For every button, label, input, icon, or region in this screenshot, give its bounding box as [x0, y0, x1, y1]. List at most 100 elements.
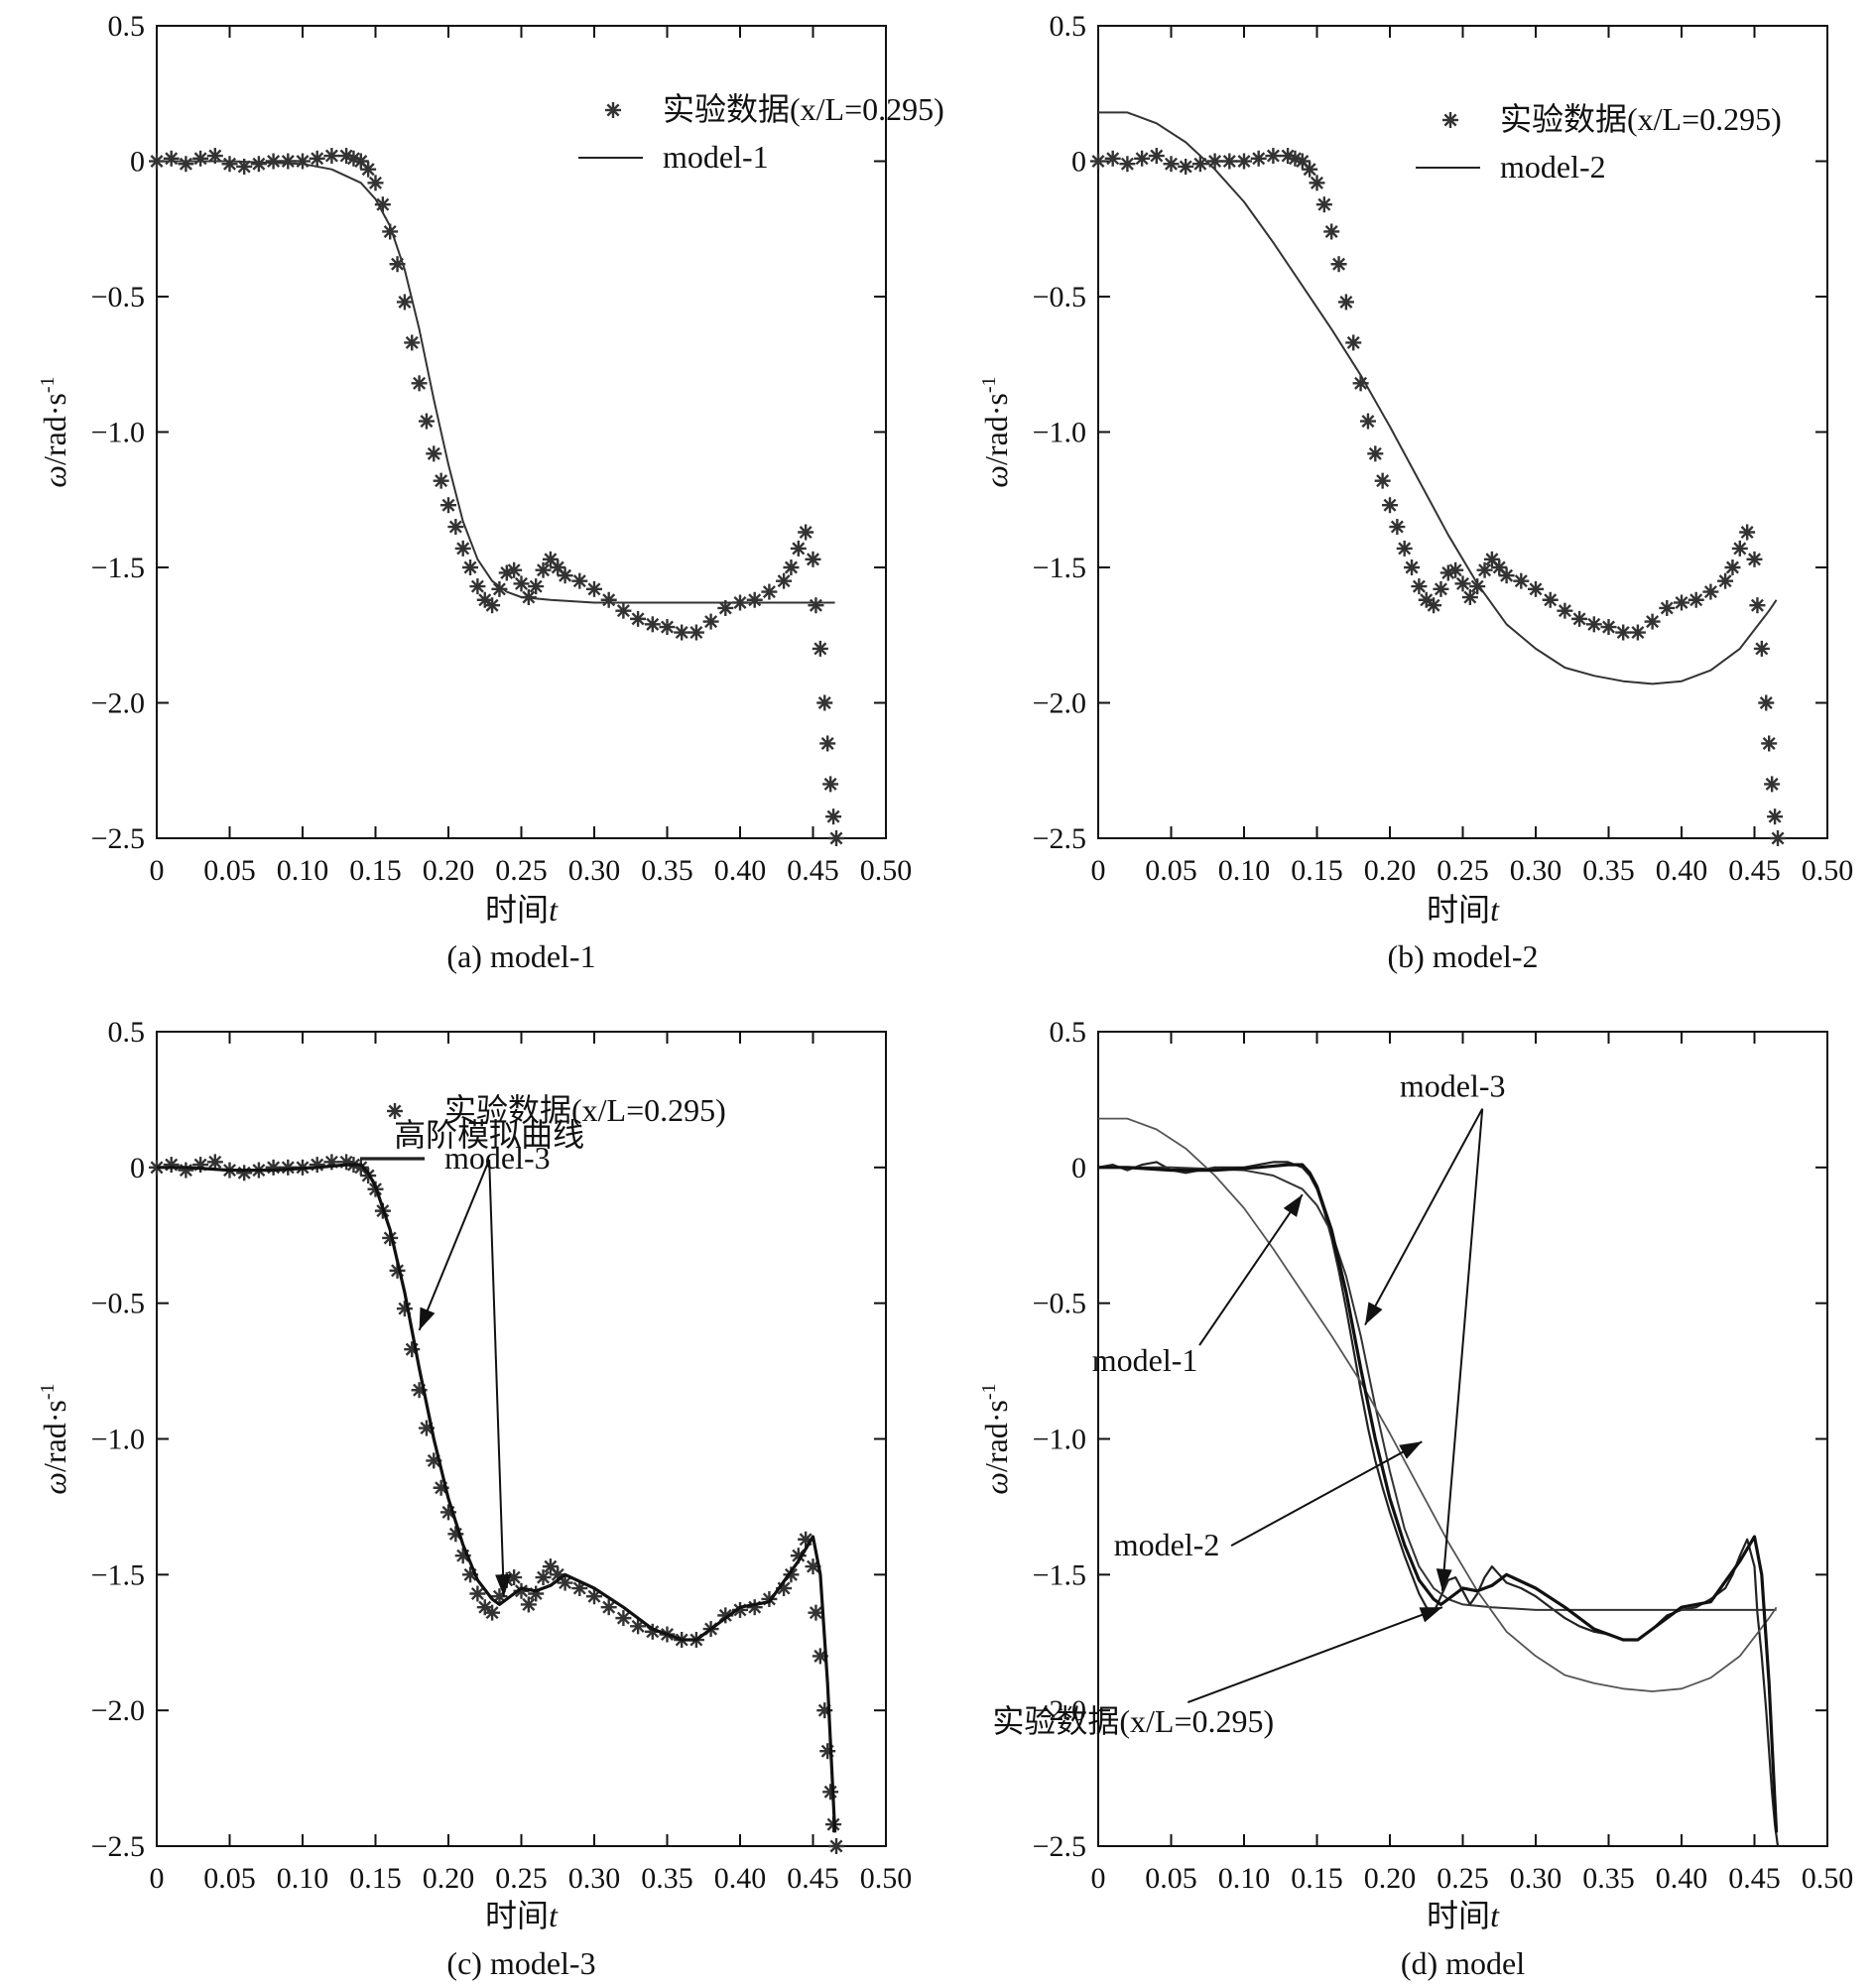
data-point [1585, 616, 1602, 633]
data-point [1265, 148, 1282, 165]
data-point-stroke [222, 157, 237, 171]
data-point-stroke [507, 1570, 521, 1584]
y-tick-label: −2.0 [91, 687, 145, 720]
data-point [1418, 591, 1435, 608]
x-axis-label: 时间t [485, 1898, 559, 1933]
data-point-stroke [1296, 154, 1310, 169]
data-point-stroke [777, 1581, 791, 1595]
data-point [309, 1157, 325, 1174]
data-point [746, 591, 763, 608]
x-tick-label: 0.45 [1728, 1862, 1781, 1895]
annotation-arrow-line [1198, 1193, 1304, 1346]
data-point [1498, 567, 1515, 584]
y-axis-label-unit: /rad·s [978, 1400, 1014, 1472]
x-tick-label: 0.25 [1437, 1862, 1489, 1895]
data-point-stroke [559, 1576, 572, 1590]
data-point [825, 808, 842, 825]
data-point-stroke [689, 626, 703, 640]
data-point [1749, 597, 1766, 614]
data-point [1702, 583, 1719, 600]
y-axis-label-sup: -1 [978, 1383, 1000, 1400]
annotation-arrow-line [1230, 1440, 1423, 1548]
data-point [1090, 153, 1106, 170]
y-tick-label: −1.0 [91, 417, 145, 449]
data-point [808, 597, 824, 614]
y-tick-label: −1.0 [1033, 417, 1086, 449]
series-line-model2 [1098, 111, 1778, 685]
data-point [1404, 559, 1421, 575]
data-point-stroke [1768, 809, 1782, 823]
y-tick-label: −0.5 [91, 1288, 145, 1320]
data-point-stroke [587, 582, 601, 596]
data-point [1359, 413, 1376, 430]
data-point-stroke [799, 1533, 812, 1547]
y-tick-label: −1.0 [1033, 1424, 1086, 1456]
data-point [236, 1165, 253, 1181]
legend-label: 实验数据(x/L=0.295) [444, 1092, 726, 1128]
x-tick-label: 0.35 [641, 854, 693, 887]
data-point-stroke [376, 197, 390, 211]
data-point [374, 196, 391, 213]
data-point [506, 561, 523, 578]
x-tick-label: 0 [150, 1862, 165, 1895]
data-point [688, 624, 704, 641]
x-tick-label: 0.30 [1510, 1862, 1562, 1895]
data-point-stroke [1368, 446, 1382, 460]
series-line-model2 [1098, 1117, 1778, 1692]
annotation-label: model-1 [1092, 1342, 1198, 1378]
data-point-stroke [829, 831, 843, 845]
data-point-stroke [1725, 560, 1739, 574]
data-point-stroke [1106, 152, 1120, 166]
data-point-stroke [1310, 176, 1324, 189]
annotation-arrow-head [419, 1306, 436, 1331]
data-point-stroke [823, 777, 837, 791]
y-axis-label-omega: ω [978, 465, 1014, 488]
data-point [1221, 153, 1238, 170]
data-point [1513, 572, 1530, 589]
data-point [812, 1648, 828, 1665]
data-point-stroke [296, 154, 310, 169]
legend-label: model-3 [444, 1140, 551, 1176]
x-tick-label: 0.20 [1364, 854, 1417, 887]
annotation-arrow-line [418, 1159, 491, 1331]
data-point [1119, 156, 1136, 173]
data-point [447, 519, 464, 536]
data-point-stroke [1252, 152, 1266, 166]
data-point-stroke [544, 1559, 558, 1573]
data-point-stroke [435, 474, 448, 488]
data-point [1600, 619, 1617, 636]
data-point-stroke [1587, 617, 1601, 631]
data-point-stroke [813, 642, 827, 656]
x-tick-label: 0.20 [1364, 1862, 1417, 1895]
data-point-stroke [1616, 626, 1630, 640]
data-point [1236, 153, 1252, 170]
data-point-stroke [514, 1584, 529, 1598]
panel-caption: (c) model-3 [446, 1945, 595, 1981]
data-point-stroke [463, 560, 477, 574]
data-point [644, 616, 661, 633]
data-point [323, 148, 340, 165]
data-point [411, 375, 428, 392]
data-point-stroke [281, 1161, 295, 1175]
data-point-stroke [1354, 376, 1368, 390]
data-point-stroke [1718, 574, 1732, 588]
x-tick-label: 0.40 [714, 1862, 767, 1895]
x-tick-label: 0.50 [860, 854, 913, 887]
data-point-stroke [1434, 582, 1447, 596]
data-point-stroke [237, 160, 251, 174]
data-point-stroke [1222, 154, 1236, 169]
data-point [1753, 640, 1770, 657]
data-point [600, 1599, 617, 1616]
data-point-stroke [507, 563, 521, 577]
data-point [535, 1569, 552, 1586]
data-point [513, 575, 530, 592]
data-point-stroke [492, 582, 506, 596]
data-point [805, 551, 821, 567]
data-point-stroke [777, 574, 791, 588]
data-point-stroke [485, 1606, 499, 1620]
y-tick-label: 0.5 [108, 10, 146, 43]
data-point [630, 610, 647, 627]
data-point-stroke [485, 598, 499, 612]
data-point [1629, 624, 1646, 641]
data-point-stroke [1150, 149, 1164, 163]
